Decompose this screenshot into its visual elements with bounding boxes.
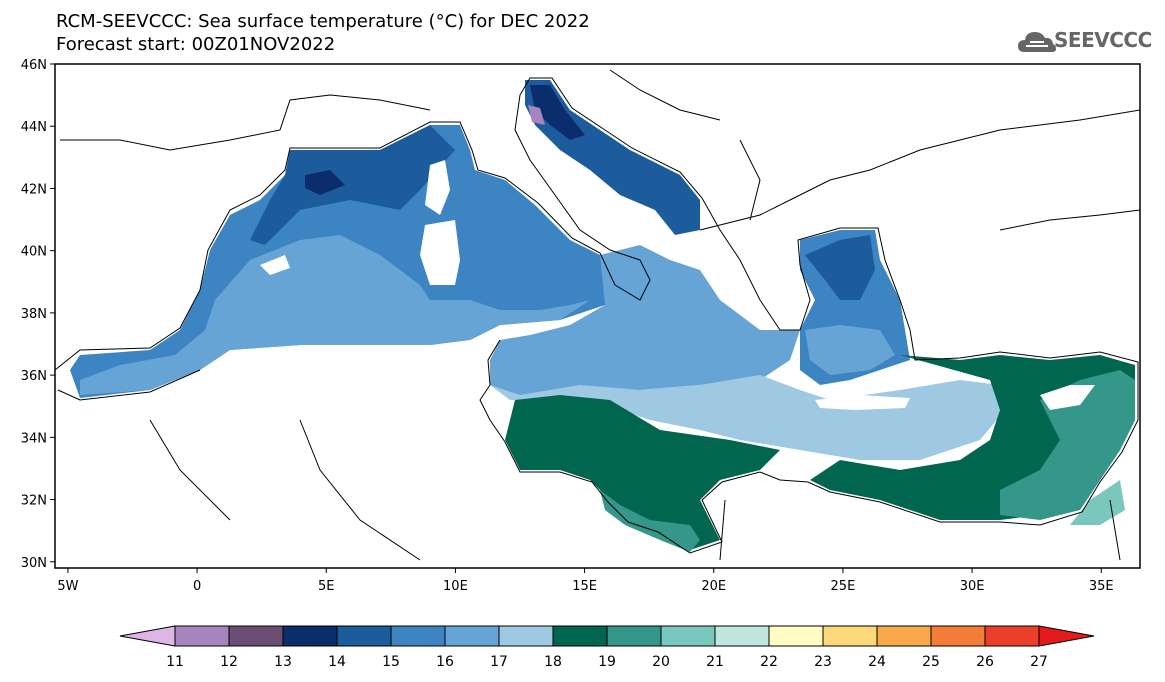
colorbar-label: 26 (976, 654, 994, 670)
colorbar-swatch (390, 625, 446, 647)
latitude-axis: 30N 32N 34N 36N 38N 40N 42N 44N 46N (21, 58, 55, 571)
lon-tick-label: 5W (57, 579, 78, 594)
sst-region-lion-14 (305, 170, 345, 195)
sst-region-aegean-north (805, 235, 875, 300)
lon-tick-label: 35E (1089, 579, 1114, 594)
lat-tick-label: 32N (21, 494, 47, 509)
colorbar-swatch (822, 625, 878, 647)
lat-tick-label: 40N (21, 245, 47, 260)
colorbar-swatch (984, 625, 1040, 647)
colorbar-label: 23 (814, 654, 832, 670)
sst-region-adriatic-12 (528, 105, 545, 125)
sst-region-levant-20 (1000, 370, 1135, 520)
colorbar-label: 20 (652, 654, 670, 670)
sst-region-ionian (490, 245, 800, 395)
colorbar-swatch (606, 625, 662, 647)
map-frame (54, 63, 1141, 569)
lon-tick-label: 25E (831, 579, 856, 594)
colorbar: 11 12 13 14 15 16 17 18 19 20 21 22 23 24 25 26 27 (119, 625, 1095, 670)
lon-tick-label: 20E (701, 579, 726, 594)
sst-region-lion (250, 125, 455, 245)
lat-tick-label: 46N (21, 58, 47, 73)
lat-tick-label: 38N (21, 307, 47, 322)
sst-field (70, 80, 1135, 552)
longitude-axis: 5W 0 5E 10E 15E 20E 25E 30E 35E (57, 568, 1114, 594)
colorbar-swatch (552, 625, 608, 647)
colorbar-swatch (768, 625, 824, 647)
colorbar-label: 18 (544, 654, 562, 670)
crete (815, 395, 910, 410)
lon-tick-label: 10E (443, 579, 468, 594)
colorbar-label: 24 (868, 654, 886, 670)
colorbar-swatch (228, 625, 284, 647)
colorbar-label: 12 (220, 654, 238, 670)
cyprus (1040, 385, 1095, 410)
colorbar-label: 11 (166, 654, 184, 670)
lat-tick-label: 42N (21, 182, 47, 197)
land-mask (260, 160, 1095, 410)
balearic (260, 255, 290, 275)
colorbar-swatch (282, 625, 338, 647)
colorbar-swatch (660, 625, 716, 647)
colorbar-swatch (444, 625, 500, 647)
sst-region-libya-20 (600, 490, 700, 552)
lon-tick-label: 15E (572, 579, 597, 594)
sardinia (420, 220, 460, 285)
colorbar-label: 13 (274, 654, 292, 670)
sst-region-adriatic-14 (530, 85, 585, 140)
colorbar-swatch (498, 625, 554, 647)
colorbar-swatch (930, 625, 986, 647)
colorbar-label: 25 (922, 654, 940, 670)
colorbar-min-arrow (119, 625, 176, 647)
colorbar-label: 19 (598, 654, 616, 670)
lon-tick-label: 0 (193, 579, 201, 594)
corsica (425, 160, 450, 215)
lat-tick-label: 34N (21, 431, 47, 446)
sst-region-aegean-south (805, 325, 895, 375)
chart-subtitle: Forecast start: 00Z01NOV2022 (56, 34, 336, 55)
colorbar-label: 22 (760, 654, 778, 670)
colorbar-max-arrow (1038, 625, 1095, 647)
colorbar-label: 17 (490, 654, 508, 670)
colorbar-swatch (174, 625, 230, 647)
colorbar-label: 21 (706, 654, 724, 670)
lon-tick-label: 30E (960, 579, 985, 594)
coastlines (54, 69, 1141, 561)
lat-tick-label: 44N (21, 120, 47, 135)
lat-tick-label: 36N (21, 369, 47, 384)
cloud-icon (1018, 32, 1056, 52)
colorbar-label: 15 (382, 654, 400, 670)
sst-region-west-17 (80, 235, 590, 395)
logo-text: SEEVCCC (1054, 28, 1152, 52)
chart-title: RCM-SEEVCCC: Sea surface temperature (°C… (56, 11, 590, 32)
colorbar-swatch (336, 625, 392, 647)
lon-tick-label: 5E (318, 579, 335, 594)
colorbar-swatch (876, 625, 932, 647)
colorbar-swatch (714, 625, 770, 647)
colorbar-label: 27 (1030, 654, 1048, 670)
sst-region-libya-19 (505, 395, 780, 550)
sst-region-levant-21 (1070, 480, 1125, 525)
colorbar-label: 16 (436, 654, 454, 670)
colorbar-label: 14 (328, 654, 346, 670)
lat-tick-label: 30N (21, 556, 47, 571)
